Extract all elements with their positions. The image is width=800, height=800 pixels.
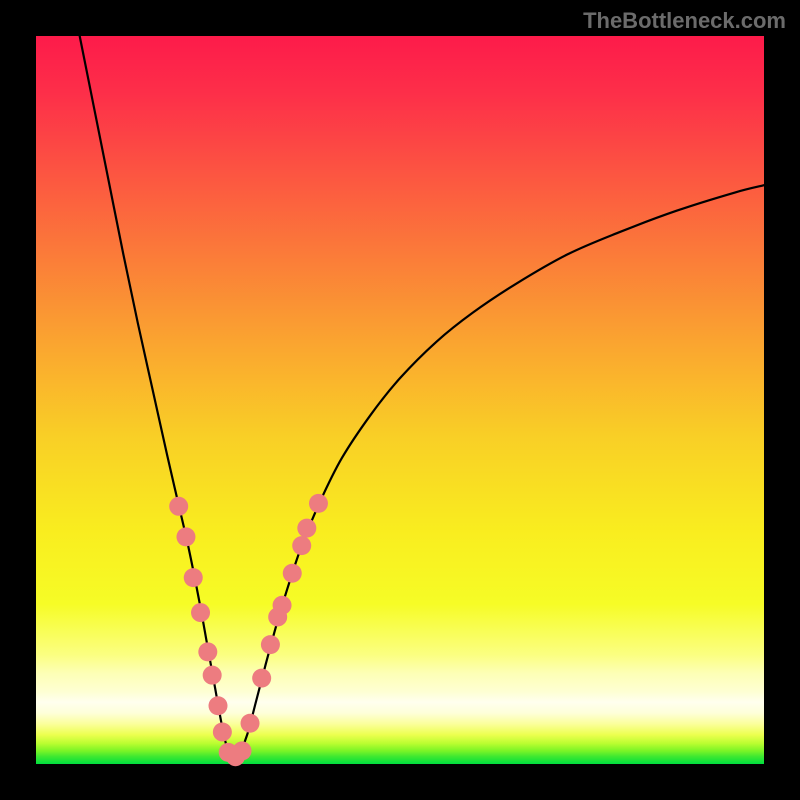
data-marker <box>233 741 252 760</box>
data-marker <box>184 568 203 587</box>
data-marker <box>176 527 195 546</box>
gradient-background <box>36 36 764 764</box>
data-marker <box>191 603 210 622</box>
data-marker <box>169 497 188 516</box>
chart-container: { "watermark": { "text": "TheBottleneck.… <box>0 0 800 800</box>
watermark-text: TheBottleneck.com <box>583 8 786 34</box>
bottleneck-chart <box>0 0 800 800</box>
data-marker <box>203 666 222 685</box>
data-marker <box>261 635 280 654</box>
data-marker <box>283 564 302 583</box>
data-marker <box>292 536 311 555</box>
data-marker <box>209 696 228 715</box>
data-marker <box>252 669 271 688</box>
data-marker <box>297 519 316 538</box>
data-marker <box>198 642 217 661</box>
data-marker <box>241 714 260 733</box>
data-marker <box>213 722 232 741</box>
data-marker <box>273 596 292 615</box>
data-marker <box>309 494 328 513</box>
